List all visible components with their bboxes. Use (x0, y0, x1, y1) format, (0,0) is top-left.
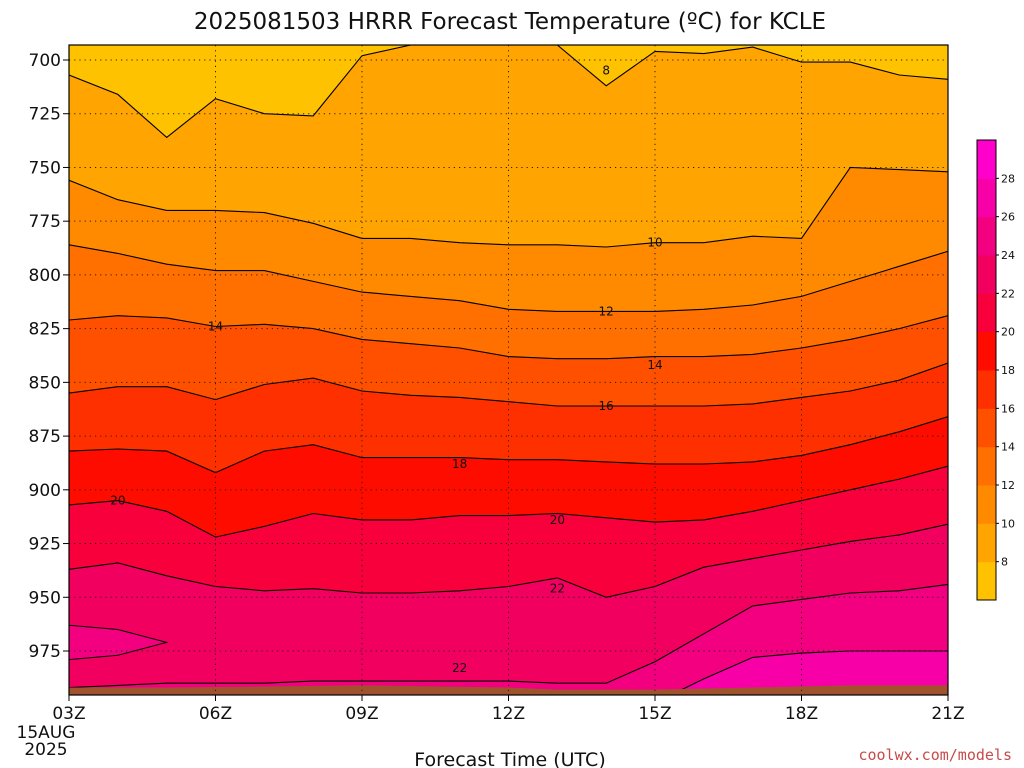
colorbar: 8 10 12 14 16 18 20 22 24 26 28 (976, 139, 1015, 601)
colorbar-tick-label: 16 (1001, 402, 1015, 415)
colorbar-tick-label: 24 (1001, 249, 1015, 262)
contour-label: 22 (452, 661, 467, 675)
colorbar-tick-label: 18 (1001, 364, 1015, 377)
contour-line (69, 465, 948, 538)
plot-area: 8 10 12 14 14 16 18 20 20 22 22 700 725 750 775 800 825… (29, 44, 965, 724)
x-date-line2: 2025 (24, 740, 67, 760)
colorbar-swatch (977, 523, 996, 563)
colorbar-swatch (977, 293, 996, 333)
temp-band (69, 584, 948, 695)
contour-label: 18 (452, 457, 467, 471)
colorbar-swatch (977, 408, 996, 448)
colorbar-swatch (977, 255, 996, 294)
colorbar-swatch (977, 485, 996, 524)
y-tick-label: 700 (29, 51, 61, 71)
contour-line (69, 583, 948, 689)
temperature-bands (69, 45, 948, 695)
colorbar-tick-label: 28 (1001, 172, 1015, 185)
x-tick-label: 15Z (638, 704, 671, 724)
y-tick-label: 900 (29, 481, 61, 501)
y-tick-label: 850 (29, 373, 61, 393)
temp-band (69, 651, 948, 695)
colorbar-swatch (977, 446, 996, 486)
x-tick-label: 03Z (52, 704, 85, 724)
colorbar-swatch (977, 216, 996, 256)
contour-label: 16 (599, 399, 614, 413)
y-tick-label: 925 (29, 535, 61, 555)
colorbar-tick-label: 20 (1001, 326, 1015, 339)
colorbar-swatch (977, 178, 996, 218)
x-tick-label: 09Z (345, 704, 378, 724)
y-tick-label: 750 (29, 158, 61, 178)
y-tick-label: 725 (29, 105, 61, 125)
y-tick-label: 975 (29, 642, 61, 662)
site-credit: coolwx.com/models (858, 746, 1012, 764)
colorbar-swatch (977, 331, 996, 371)
contour-labels: 8 10 12 14 14 16 18 20 20 22 22 (110, 64, 662, 675)
y-tick-label: 800 (29, 266, 61, 286)
contour-label: 20 (550, 513, 565, 527)
colorbar-swatch (977, 561, 996, 601)
contour-line (69, 45, 948, 139)
contour-label: 12 (599, 304, 614, 318)
contour-label: 14 (647, 358, 662, 372)
contour-label: 10 (647, 236, 662, 250)
x-axis: 03Z 06Z 09Z 12Z 15Z 18Z 21Z (52, 695, 965, 724)
contour-label: 20 (110, 494, 125, 508)
y-tick-label: 875 (29, 427, 61, 447)
colorbar-tick-label: 8 (1001, 556, 1008, 569)
x-date-line1: 15AUG (17, 723, 76, 743)
contour-line (669, 650, 948, 695)
temp-band (69, 624, 169, 661)
chart-title: 2025081503 HRRR Forecast Temperature (ºC… (194, 9, 826, 35)
y-tick-label: 775 (29, 212, 61, 232)
colorbar-tick-label: 10 (1001, 517, 1015, 530)
contour-label: 22 (550, 582, 565, 596)
x-tick-label: 06Z (199, 704, 232, 724)
grid-lines (69, 45, 948, 695)
contour-label: 14 (208, 319, 223, 333)
contour-line (69, 244, 948, 312)
x-axis-label: Forecast Time (UTC) (414, 749, 605, 768)
contour-label: 8 (602, 64, 610, 78)
y-tick-label: 825 (29, 320, 61, 340)
colorbar-tick-label: 14 (1001, 441, 1015, 454)
colorbar-swatch (977, 370, 996, 409)
y-tick-label: 950 (29, 588, 61, 608)
x-tick-label: 18Z (785, 704, 818, 724)
colorbar-swatch (977, 140, 996, 179)
colorbar-tick-label: 22 (1001, 287, 1015, 300)
colorbar-tick-label: 12 (1001, 479, 1015, 492)
x-tick-label: 12Z (492, 704, 525, 724)
x-tick-label: 21Z (931, 704, 964, 724)
colorbar-tick-label: 26 (1001, 211, 1015, 224)
y-axis: 700 725 750 775 800 825 850 875 900 925 950 975 (29, 51, 69, 662)
